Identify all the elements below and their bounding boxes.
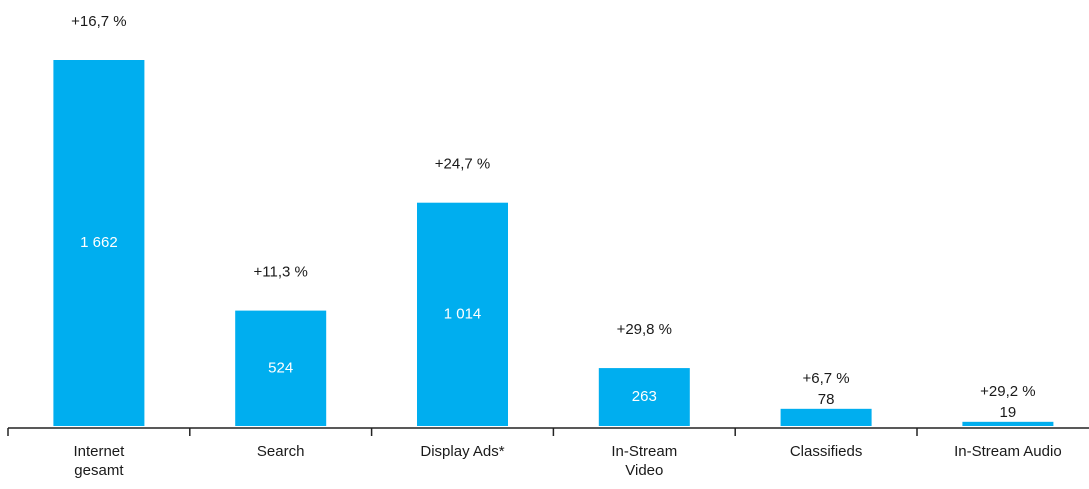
bar <box>235 310 327 426</box>
growth-annotation: +29,8 % <box>617 321 672 338</box>
x-tick-label: Internet gesamt <box>73 443 125 479</box>
x-tick-label: Search <box>257 443 305 460</box>
bar <box>962 421 1054 426</box>
value-label: 19 <box>1000 404 1017 421</box>
value-label: 1 014 <box>444 305 482 322</box>
x-tick-label: Display Ads* <box>420 443 504 460</box>
x-tick-label: Classifieds <box>790 443 863 460</box>
bar <box>53 60 145 426</box>
value-label: 78 <box>818 391 835 408</box>
bar <box>780 408 872 426</box>
growth-annotation: +29,2 % <box>980 383 1035 400</box>
x-tick-label: In-Stream Video <box>611 443 677 479</box>
growth-annotation: +24,7 % <box>435 156 490 173</box>
bar <box>598 368 690 426</box>
growth-annotation: +6,7 % <box>803 370 850 387</box>
value-label: 1 662 <box>80 234 118 251</box>
bar <box>417 202 508 426</box>
growth-annotation: +16,7 % <box>71 13 126 30</box>
growth-annotation: +11,3 % <box>254 264 308 281</box>
value-label: 263 <box>632 388 657 405</box>
x-tick-label: In-Stream Audio <box>954 443 1062 460</box>
value-label: 524 <box>268 359 293 376</box>
